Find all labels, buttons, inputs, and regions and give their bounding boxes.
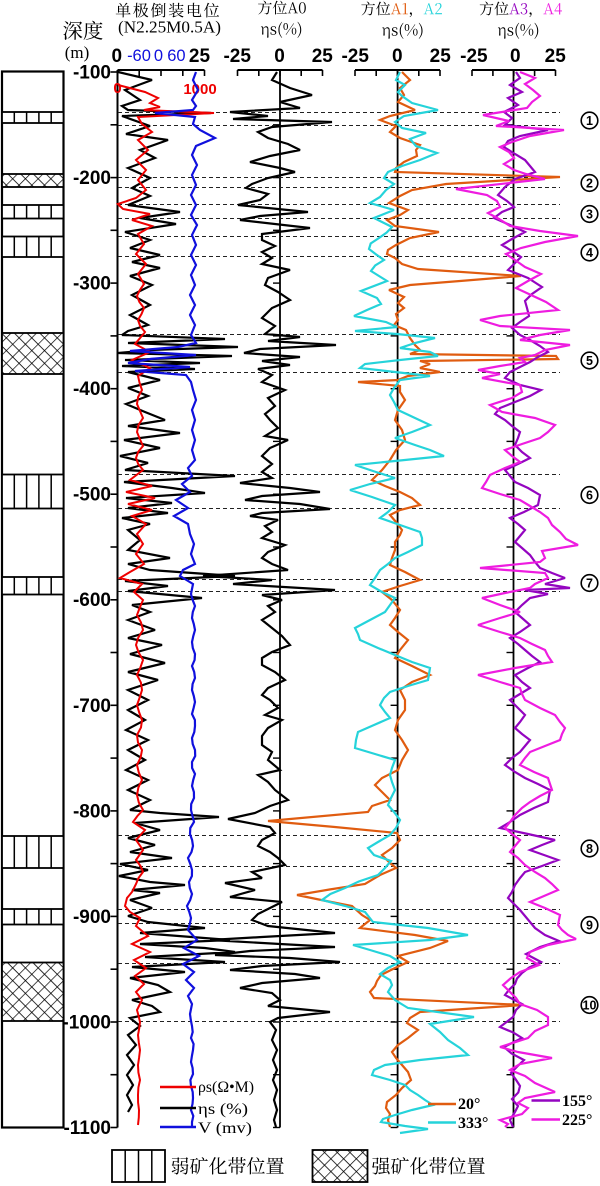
svg-text:0: 0: [274, 46, 285, 67]
svg-text:225°: 225°: [562, 1112, 592, 1129]
svg-text:-25: -25: [460, 46, 488, 67]
svg-text:-25: -25: [341, 46, 369, 67]
svg-text:-1100: -1100: [63, 1118, 111, 1139]
svg-text:-700: -700: [73, 696, 111, 717]
svg-text:(N2.25M0.5A): (N2.25M0.5A): [118, 18, 221, 37]
svg-text:333°: 333°: [458, 1115, 488, 1132]
svg-text:-100: -100: [73, 63, 111, 84]
svg-text:155°: 155°: [562, 1093, 592, 1110]
svg-text:10: 10: [583, 999, 597, 1013]
svg-text:1: 1: [586, 114, 593, 128]
svg-text:5: 5: [586, 354, 593, 368]
svg-text:25: 25: [545, 46, 567, 67]
svg-text:0: 0: [112, 46, 123, 67]
svg-text:4: 4: [586, 246, 593, 260]
svg-text:-1000: -1000: [62, 1013, 111, 1034]
svg-text:60: 60: [167, 47, 185, 65]
svg-text:9: 9: [586, 919, 593, 933]
svg-text:0: 0: [154, 47, 163, 65]
svg-text:-200: -200: [73, 168, 111, 189]
svg-text:-300: -300: [73, 274, 111, 295]
svg-text:0: 0: [510, 46, 521, 67]
svg-text:3: 3: [586, 208, 593, 222]
svg-text:25: 25: [430, 46, 452, 67]
svg-text:ρs(Ω•M): ρs(Ω•M): [198, 1079, 254, 1096]
svg-text:-800: -800: [73, 801, 111, 822]
svg-text:0: 0: [392, 46, 403, 67]
svg-text:-25: -25: [223, 46, 251, 67]
svg-text:(m): (m): [65, 43, 90, 62]
svg-text:V (mv): V (mv): [198, 1120, 252, 1137]
svg-text:20°: 20°: [458, 1096, 480, 1113]
svg-text:-500: -500: [73, 485, 111, 506]
svg-text:1000: 1000: [183, 81, 216, 98]
svg-text:-900: -900: [73, 907, 111, 928]
svg-text:ηs (%): ηs (%): [198, 1101, 248, 1118]
svg-text:6: 6: [586, 489, 593, 503]
svg-text:7: 7: [586, 577, 593, 591]
svg-text:-60: -60: [127, 47, 151, 65]
svg-text:0: 0: [113, 80, 121, 97]
svg-text:-400: -400: [73, 379, 111, 400]
svg-text:8: 8: [586, 842, 593, 856]
svg-text:25: 25: [189, 46, 211, 67]
svg-text:2: 2: [586, 177, 593, 191]
svg-text:25: 25: [312, 46, 334, 67]
svg-text:-600: -600: [73, 590, 111, 611]
